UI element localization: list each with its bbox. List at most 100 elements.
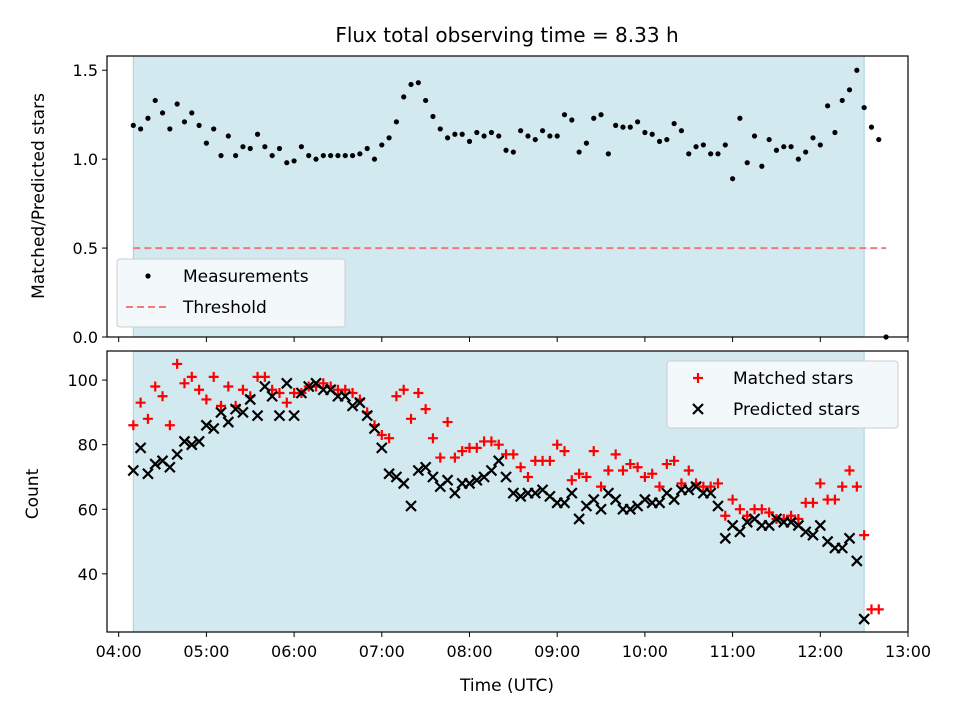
matched-stars-point bbox=[515, 462, 526, 473]
measurements-point bbox=[444, 135, 451, 141]
predicted-stars-point bbox=[185, 438, 198, 451]
x-tick-label: 05:00 bbox=[183, 642, 229, 661]
measurements-point bbox=[496, 133, 502, 139]
measurements-point bbox=[181, 119, 188, 125]
predicted-stars-point bbox=[639, 493, 651, 506]
predicted-stars-point bbox=[229, 403, 242, 415]
matched-stars-point bbox=[449, 452, 460, 463]
predicted-stars-point bbox=[814, 519, 827, 532]
matched-stars-point bbox=[186, 371, 197, 382]
measurements-point bbox=[795, 156, 801, 162]
matched-stars-point bbox=[815, 478, 826, 489]
predicted-stars-point bbox=[193, 435, 205, 448]
matched-stars-point bbox=[574, 468, 585, 479]
predicted-stars-point bbox=[770, 513, 783, 525]
bottom-y-tick-label: 80 bbox=[78, 436, 98, 455]
measurements-point bbox=[649, 131, 655, 137]
matched-stars-point bbox=[486, 436, 497, 447]
predicted-stars-point bbox=[178, 435, 191, 448]
predicted-stars-point bbox=[566, 487, 578, 499]
measurements-point bbox=[744, 160, 750, 166]
measurements-point bbox=[861, 104, 867, 111]
matched-stars-point bbox=[142, 413, 153, 424]
measurements-point bbox=[656, 138, 663, 144]
measurements-point bbox=[868, 124, 875, 130]
measurements-point bbox=[393, 119, 400, 125]
predicted-stars-point bbox=[164, 461, 176, 474]
matched-stars-point bbox=[157, 391, 168, 402]
bottom-axes-frame bbox=[106, 350, 909, 633]
matched-stars-point bbox=[237, 384, 248, 395]
matched-stars-point bbox=[208, 371, 219, 382]
top-y-tick-label: 1.0 bbox=[73, 150, 98, 169]
legend-predicted-stars-marker bbox=[692, 403, 704, 415]
matched-stars-point bbox=[522, 471, 533, 482]
matched-stars-point bbox=[164, 420, 175, 431]
matched-stars-point bbox=[581, 471, 592, 482]
matched-stars-point bbox=[471, 442, 482, 453]
matched-stars-point bbox=[851, 481, 862, 492]
measurements-point bbox=[284, 160, 290, 166]
matched-stars-point bbox=[376, 429, 387, 440]
measurements-point bbox=[781, 144, 787, 150]
measurements-point bbox=[773, 147, 780, 153]
matched-stars-point bbox=[172, 358, 183, 369]
measurements-point bbox=[715, 151, 721, 157]
legend-measurements-label: Measurements bbox=[183, 267, 309, 287]
x-tick-label: 11:00 bbox=[710, 642, 756, 661]
matched-stars-point bbox=[457, 446, 468, 457]
matched-stars-point bbox=[837, 481, 848, 492]
matched-stars-point bbox=[398, 384, 409, 395]
measurements-point bbox=[415, 80, 421, 86]
measurements-point bbox=[174, 101, 180, 107]
matched-stars-point bbox=[617, 465, 628, 476]
matched-stars-point bbox=[150, 381, 161, 392]
matched-stars-point bbox=[705, 481, 716, 492]
measurements-point bbox=[437, 126, 443, 132]
measurements-point bbox=[298, 144, 305, 150]
measurements-point bbox=[591, 115, 597, 121]
measurements-point bbox=[817, 142, 823, 148]
legend-matched-stars-label: Matched stars bbox=[733, 369, 853, 389]
measurements-point bbox=[269, 152, 275, 159]
predicted-stars-point bbox=[222, 416, 235, 428]
legend-matched-stars-marker bbox=[693, 373, 703, 383]
predicted-stars-point bbox=[281, 377, 293, 390]
measurements-point bbox=[569, 117, 575, 123]
measurements-point bbox=[342, 152, 348, 159]
measurements-point bbox=[598, 112, 604, 118]
measurements-point bbox=[262, 144, 268, 150]
measurements-point bbox=[613, 122, 619, 128]
legend-threshold-label: Threshold bbox=[182, 298, 267, 318]
x-tick-label: 07:00 bbox=[359, 642, 405, 661]
matched-stars-point bbox=[216, 400, 227, 411]
predicted-stars-point bbox=[134, 442, 147, 454]
bottom-y-axis-label: Count bbox=[23, 468, 43, 519]
top-y-tick-label: 0.0 bbox=[73, 328, 98, 347]
predicted-stars-point bbox=[412, 464, 425, 477]
predicted-stars-point bbox=[653, 497, 666, 509]
measurements-point bbox=[678, 128, 685, 134]
predicted-stars-point bbox=[704, 487, 717, 499]
predicted-stars-point bbox=[237, 406, 249, 419]
matched-stars-point bbox=[727, 494, 738, 505]
matched-stars-point bbox=[734, 504, 745, 515]
matched-stars-point bbox=[201, 394, 212, 405]
predicted-stars-point bbox=[514, 490, 527, 503]
top-legend bbox=[116, 258, 346, 328]
matched-stars-point bbox=[194, 384, 205, 395]
matched-stars-point bbox=[179, 378, 190, 389]
matched-stars-point bbox=[413, 387, 424, 398]
measurements-point bbox=[518, 128, 524, 134]
measurements-point bbox=[196, 122, 202, 128]
measurements-point bbox=[737, 115, 743, 121]
matched-stars-point bbox=[639, 471, 650, 482]
predicted-stars-point bbox=[266, 390, 278, 402]
matched-stars-point bbox=[676, 478, 687, 489]
predicted-stars-point bbox=[171, 448, 183, 461]
measurements-point bbox=[335, 152, 341, 159]
predicted-stars-point bbox=[419, 461, 432, 474]
measurements-point bbox=[729, 176, 736, 182]
